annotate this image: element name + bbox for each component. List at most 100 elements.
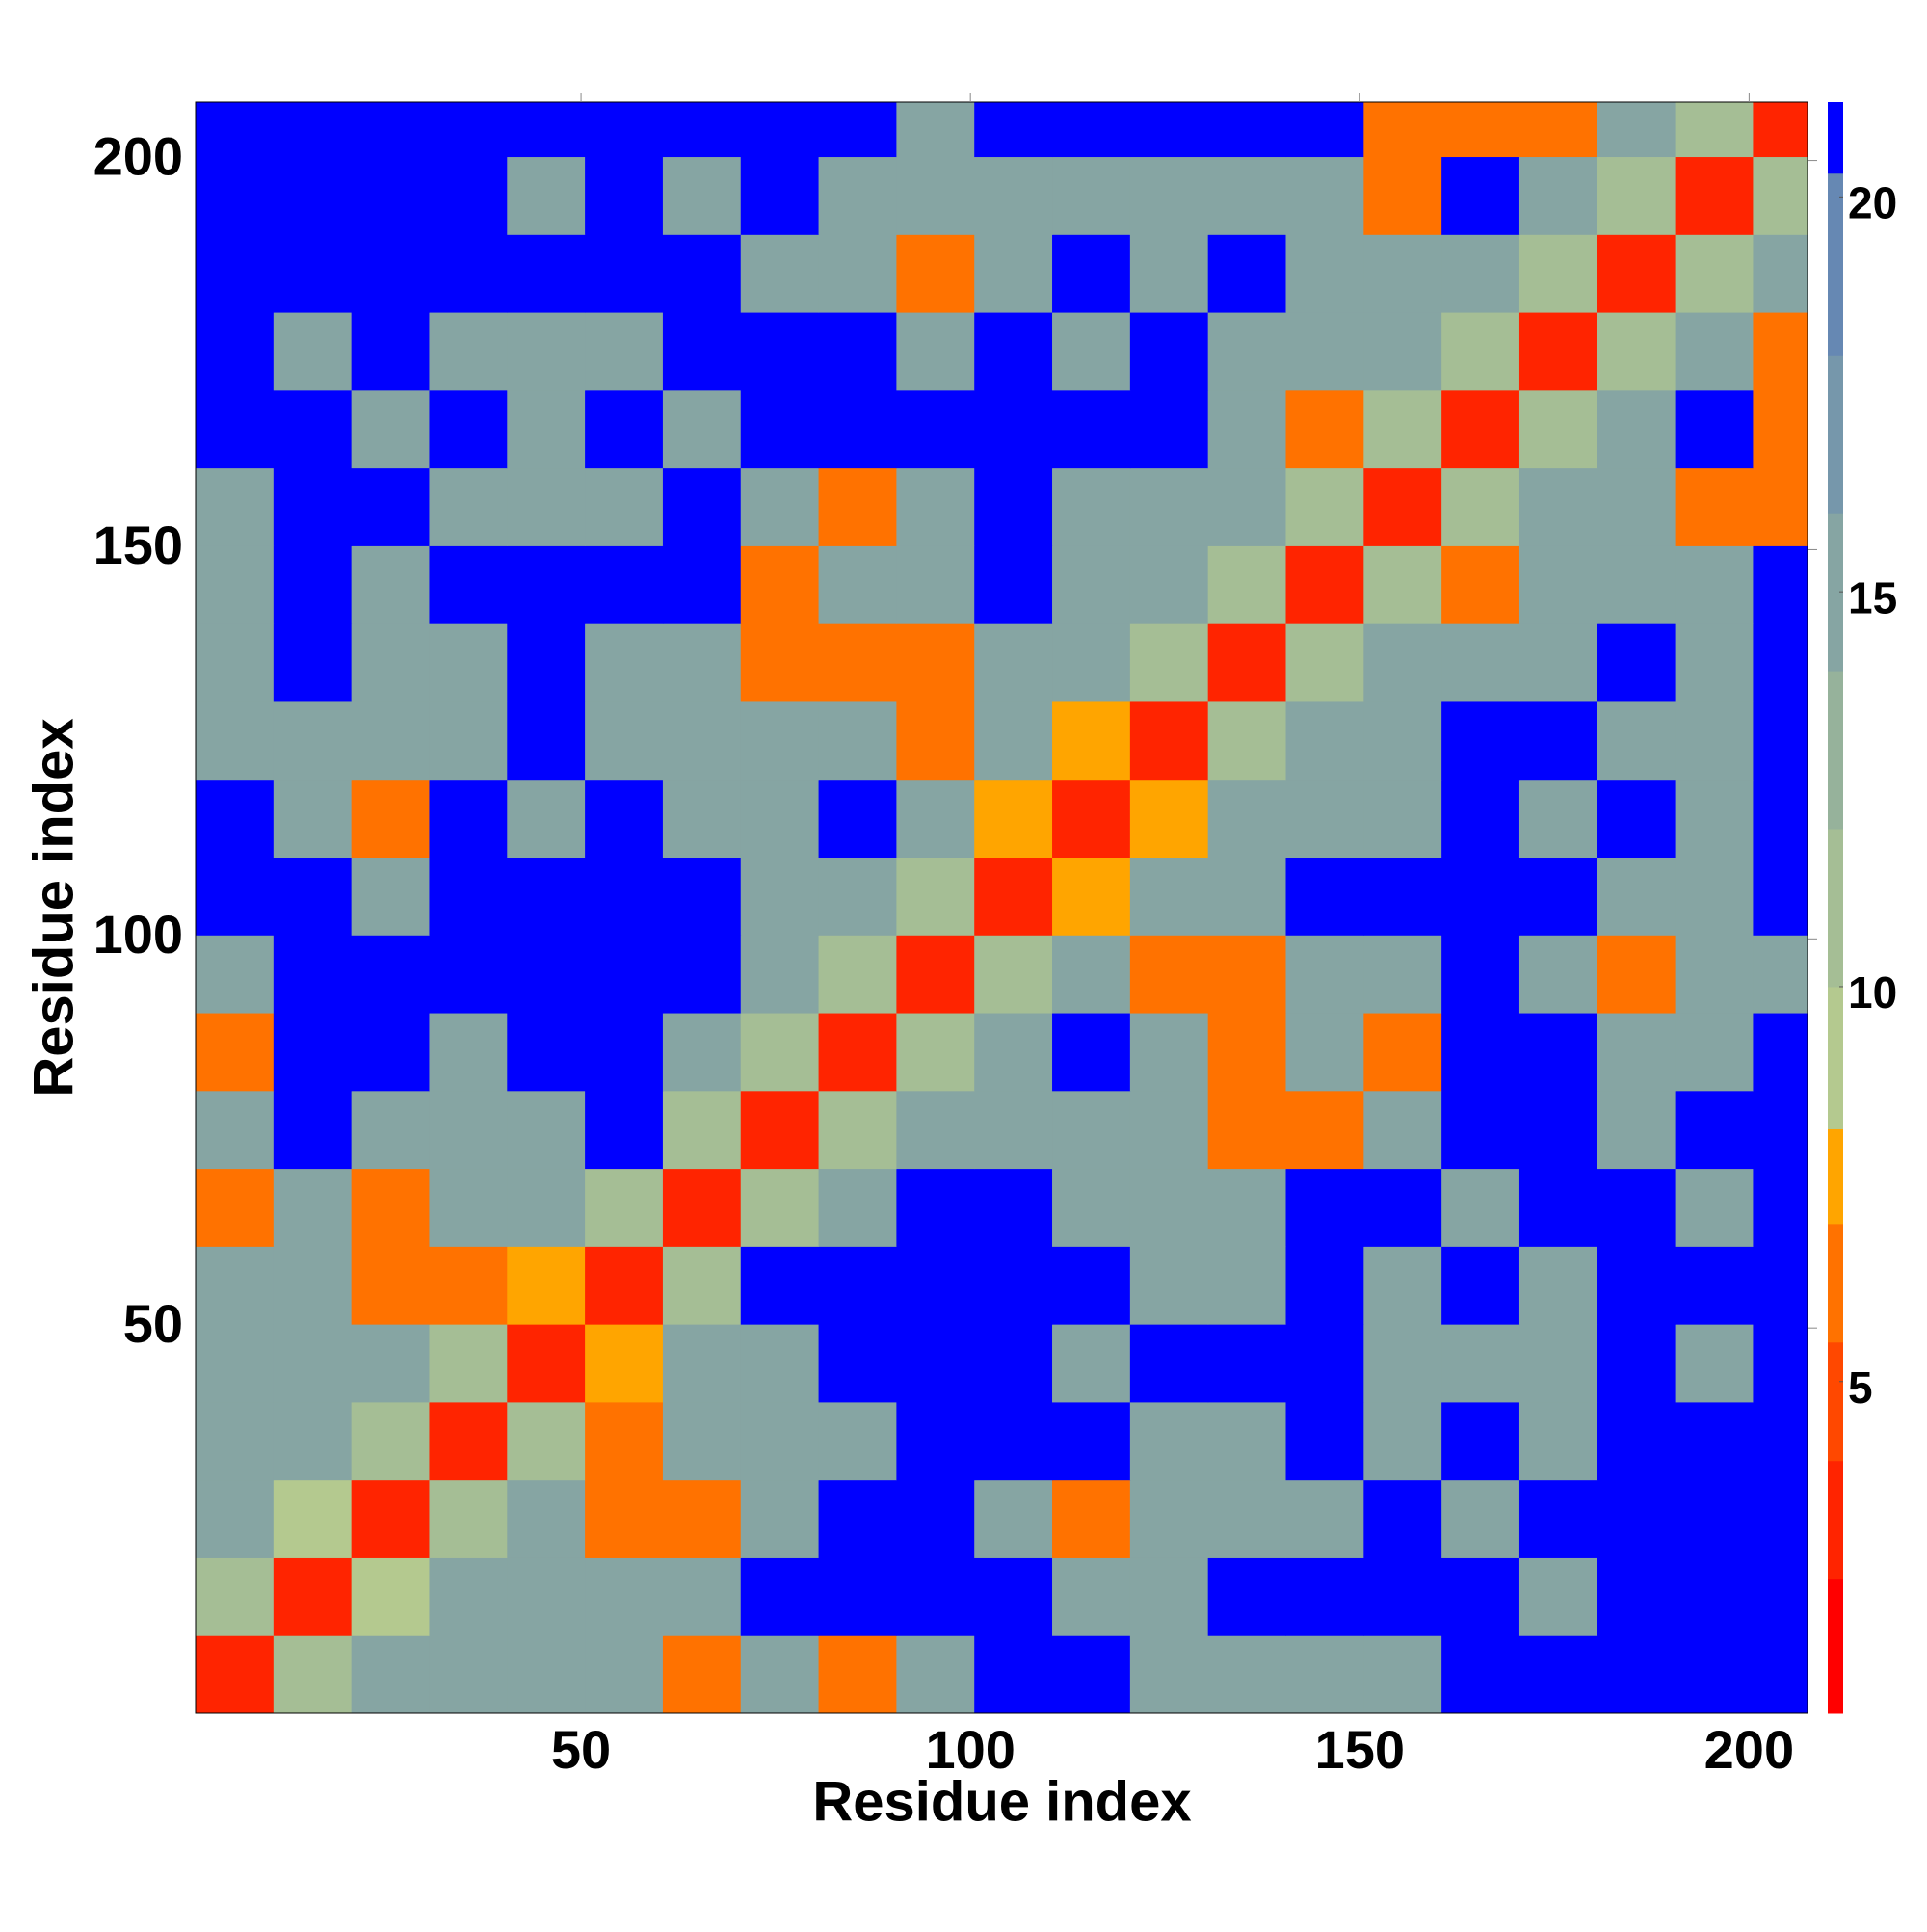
heatmap-cell (1052, 779, 1131, 858)
heatmap-cell (1753, 1324, 1808, 1403)
heatmap-cell (1052, 1557, 1131, 1636)
heatmap-cell (662, 1168, 742, 1247)
heatmap-cell (1441, 1324, 1520, 1403)
heatmap-cell (1597, 1479, 1676, 1558)
heatmap-cell (1363, 156, 1442, 235)
heatmap-cell (1129, 935, 1209, 1014)
heatmap-cell (1129, 1324, 1209, 1403)
heatmap-cell (1597, 312, 1676, 391)
heatmap-cell (1441, 1090, 1520, 1170)
heatmap-cell (351, 701, 430, 781)
colorbar-segment (1828, 172, 1843, 356)
heatmap-cell (429, 312, 508, 391)
heatmap-cell (1753, 1557, 1808, 1636)
heatmap-cell (1285, 1635, 1364, 1714)
heatmap-cell (1753, 857, 1808, 936)
heatmap-cell (1207, 1479, 1286, 1558)
heatmap-cell (974, 623, 1053, 702)
heatmap-cell (1597, 701, 1676, 781)
heatmap-cell (1052, 1246, 1131, 1325)
heatmap-cell (1675, 389, 1754, 469)
heatmap-cell (1675, 1401, 1754, 1481)
heatmap-cell (507, 545, 586, 624)
heatmap-cell (974, 1635, 1053, 1714)
colorbar-segment (1828, 355, 1843, 514)
heatmap-cell (662, 1324, 742, 1403)
heatmap-cell (1207, 935, 1286, 1014)
heatmap-cell (740, 389, 820, 469)
heatmap-cell (1052, 1635, 1131, 1714)
heatmap-cell (1597, 545, 1676, 624)
heatmap-cell (507, 234, 586, 313)
heatmap-cell (196, 623, 275, 702)
heatmap-cell (974, 102, 1053, 158)
heatmap-cell (1285, 1090, 1364, 1170)
heatmap-cell (1363, 1246, 1442, 1325)
x-tick-label: 150 (1315, 1719, 1405, 1780)
heatmap-cell (662, 1246, 742, 1325)
heatmap-cell (585, 623, 664, 702)
heatmap-cell (1441, 1168, 1520, 1247)
x-tick-label: 200 (1704, 1719, 1794, 1780)
heatmap-cell (1675, 467, 1754, 546)
heatmap-cell (1597, 1168, 1676, 1247)
heatmap-cell (429, 935, 508, 1014)
heatmap-cell (1441, 1246, 1520, 1325)
heatmap-cell (507, 102, 586, 158)
heatmap-cell (273, 234, 353, 313)
heatmap-cell (1597, 234, 1676, 313)
heatmap-cell (1363, 935, 1442, 1014)
heatmap-cell (1441, 467, 1520, 546)
heatmap-cell (1052, 623, 1131, 702)
heatmap-cell (896, 1246, 975, 1325)
colorbar-segment (1828, 986, 1843, 1129)
heatmap-cell (896, 1090, 975, 1170)
heatmap-cell (896, 312, 975, 391)
heatmap-cell (351, 312, 430, 391)
heatmap-cell (585, 1168, 664, 1247)
heatmap-cell (1441, 935, 1520, 1014)
heatmap-cell (585, 857, 664, 936)
heatmap-cell (1285, 779, 1364, 858)
heatmap-cell (1285, 701, 1364, 781)
heatmap-cell (818, 779, 897, 858)
heatmap-cell (1441, 389, 1520, 469)
heatmap-cell (1285, 545, 1364, 624)
heatmap-cell (1597, 623, 1676, 702)
heatmap-cell (1207, 1013, 1286, 1092)
heatmap-cell (818, 1246, 897, 1325)
heatmap-cell (1129, 467, 1209, 546)
heatmap-cell (429, 156, 508, 235)
heatmap-cell (429, 1090, 508, 1170)
heatmap-cell (740, 545, 820, 624)
heatmap-cell (429, 779, 508, 858)
heatmap-cell (1518, 156, 1598, 235)
heatmap-cell (1753, 389, 1808, 469)
heatmap-cell (1207, 857, 1286, 936)
heatmap-cell (507, 701, 586, 781)
heatmap-cell (740, 1168, 820, 1247)
heatmap-cell (1207, 545, 1286, 624)
colorbar-segment (1828, 1128, 1843, 1225)
heatmap-cell (585, 935, 664, 1014)
heatmap-cell (974, 935, 1053, 1014)
heatmap-cell (1753, 623, 1808, 702)
heatmap-cell (818, 935, 897, 1014)
heatmap-cell (196, 1479, 275, 1558)
heatmap-cell (429, 1557, 508, 1636)
heatmap-cell (1441, 779, 1520, 858)
heatmap-cell (1518, 102, 1598, 158)
heatmap-cell (740, 102, 820, 158)
heatmap-cell (196, 1246, 275, 1325)
heatmap-cell (1597, 467, 1676, 546)
heatmap-cell (585, 1635, 664, 1714)
heatmap-cell (585, 1324, 664, 1403)
heatmap-cell (351, 1013, 430, 1092)
heatmap-cell (1441, 701, 1520, 781)
heatmap-cell (585, 1090, 664, 1170)
heatmap-cell (1052, 857, 1131, 936)
heatmap-cell (1441, 1013, 1520, 1092)
heatmap-cell (662, 1090, 742, 1170)
heatmap-cell (1207, 312, 1286, 391)
